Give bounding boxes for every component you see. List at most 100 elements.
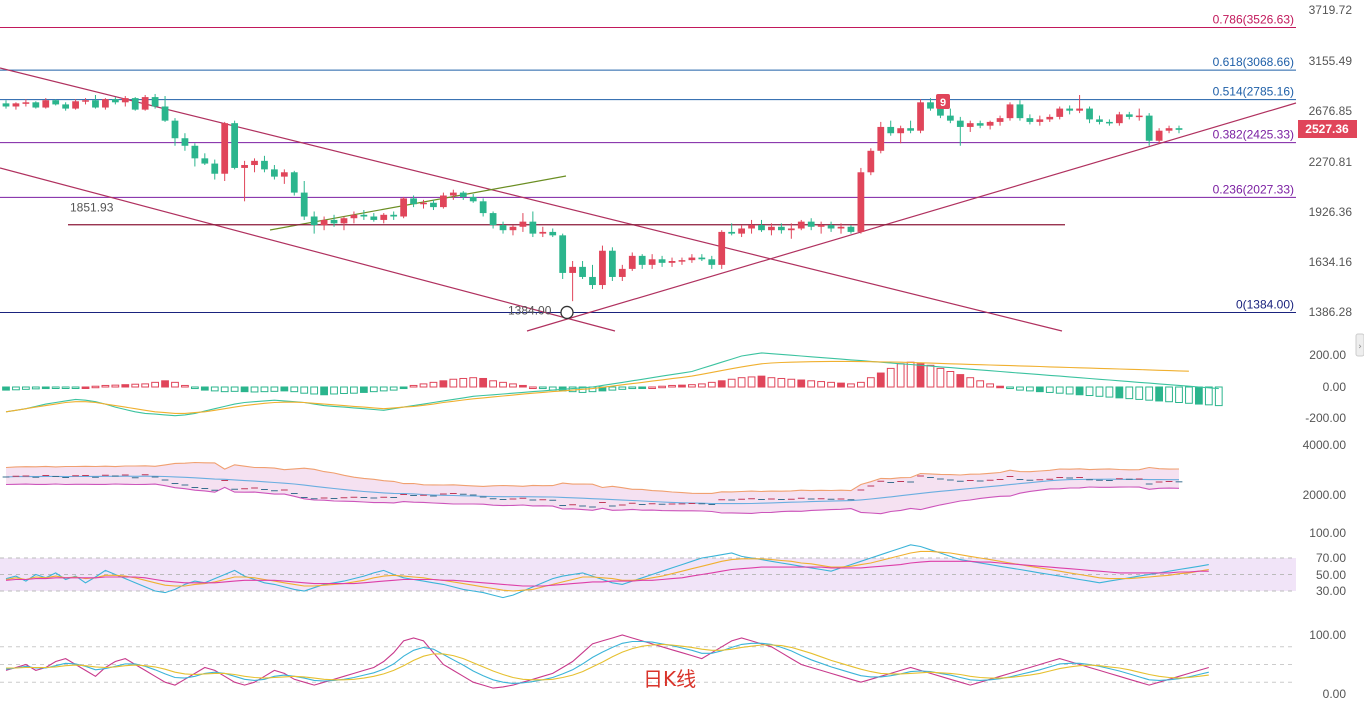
- macd-bar: [1195, 386, 1203, 405]
- candle-body: [280, 172, 288, 177]
- candle: [897, 125, 905, 144]
- macd-bar: [479, 377, 488, 388]
- candle: [797, 219, 805, 231]
- signal-badge-label: 9: [940, 97, 946, 109]
- macd-bar: [230, 386, 239, 392]
- sub-tick-label: 0.00: [1323, 380, 1347, 394]
- candle-body: [1165, 128, 1173, 131]
- candle-body: [847, 226, 855, 232]
- candle: [509, 225, 517, 236]
- candle-body: [2, 103, 10, 107]
- candle-body: [777, 226, 785, 231]
- macd-bar: [499, 381, 507, 388]
- candle: [1076, 95, 1083, 114]
- candle: [410, 195, 417, 208]
- macd-bar: [399, 386, 408, 390]
- candle-body: [976, 123, 984, 126]
- candle-body: [181, 138, 189, 146]
- candle-body: [1135, 115, 1143, 118]
- macd-bar: [717, 380, 726, 388]
- candle-body: [1006, 104, 1014, 119]
- candle: [360, 210, 368, 220]
- candle: [738, 225, 745, 238]
- price-tick-label: 1926.36: [1309, 205, 1353, 219]
- macd-bar: [320, 386, 328, 396]
- candle-body: [82, 100, 89, 102]
- rising-support-line: [526, 102, 1297, 332]
- candle-body: [738, 228, 745, 234]
- boll-band-fill: [6, 462, 1179, 514]
- fib-level-label: 0.236(2027.33): [1213, 182, 1294, 196]
- candle: [380, 213, 388, 224]
- candle: [340, 216, 348, 231]
- candle: [638, 254, 646, 269]
- candle: [82, 98, 89, 105]
- macd-bar: [22, 386, 30, 390]
- macd-bar: [300, 386, 309, 394]
- candle: [161, 96, 169, 122]
- candle-body: [300, 192, 308, 217]
- price-tick-label: 3719.72: [1309, 3, 1353, 17]
- macd-bar: [528, 386, 537, 389]
- kdj-j-line: [5, 634, 1209, 689]
- candle: [102, 98, 109, 110]
- macd-bar: [389, 386, 398, 391]
- candle: [330, 214, 338, 227]
- macd-bar: [270, 386, 279, 392]
- candle: [787, 223, 795, 239]
- macd-panel: 200.00 0.00 -200.00: [2, 348, 1347, 425]
- macd-bar: [220, 386, 229, 393]
- macd-bar: [171, 381, 179, 388]
- macd-bar: [1045, 386, 1054, 393]
- candle: [52, 99, 60, 106]
- macd-bar: [1125, 386, 1134, 400]
- candle-body: [549, 231, 557, 236]
- macd-bar: [966, 377, 975, 388]
- macd-bar: [151, 381, 159, 388]
- candle: [1135, 108, 1143, 121]
- candle-body: [92, 100, 99, 108]
- scroll-handle[interactable]: ›: [1355, 333, 1364, 357]
- candle: [241, 160, 248, 202]
- candle: [1145, 113, 1153, 146]
- candle: [1016, 100, 1024, 121]
- candle-body: [559, 235, 567, 273]
- macd-bar: [111, 384, 120, 388]
- candle: [111, 97, 119, 105]
- macd-bar: [608, 386, 617, 391]
- candle: [469, 194, 477, 203]
- macd-bar: [1055, 386, 1064, 394]
- candle: [758, 219, 765, 232]
- signal-badge[interactable]: [936, 94, 950, 109]
- candle-body: [887, 126, 895, 134]
- macd-bar: [161, 380, 169, 388]
- candle: [618, 264, 626, 281]
- candle-body: [539, 231, 547, 234]
- candle-body: [927, 102, 934, 109]
- macd-bar: [469, 377, 478, 388]
- candle: [231, 120, 239, 170]
- macd-bar: [141, 383, 150, 388]
- macd-bar: [648, 386, 657, 389]
- current-price-badge: [1298, 120, 1357, 138]
- candle-body: [1096, 119, 1103, 122]
- candle-body: [449, 192, 457, 196]
- candle: [927, 98, 934, 111]
- current-price-label: 2527.36: [1305, 122, 1349, 136]
- candle: [519, 213, 527, 232]
- candle-body: [708, 259, 716, 265]
- macd-bar: [1145, 386, 1154, 401]
- sub-tick-label: 2000.00: [1303, 488, 1347, 502]
- macd-bar: [876, 372, 885, 388]
- macd-bar: [12, 386, 20, 391]
- macd-bar: [2, 386, 10, 391]
- candle: [2, 100, 10, 109]
- low-point-marker[interactable]: [560, 305, 574, 320]
- candle-body: [241, 165, 248, 168]
- boll-upper-line: [5, 461, 1180, 494]
- candle-body: [589, 276, 596, 286]
- candle-body: [797, 221, 805, 229]
- candle-body: [768, 226, 775, 231]
- sub-tick-label: 30.00: [1316, 584, 1346, 598]
- candle-body: [251, 160, 258, 166]
